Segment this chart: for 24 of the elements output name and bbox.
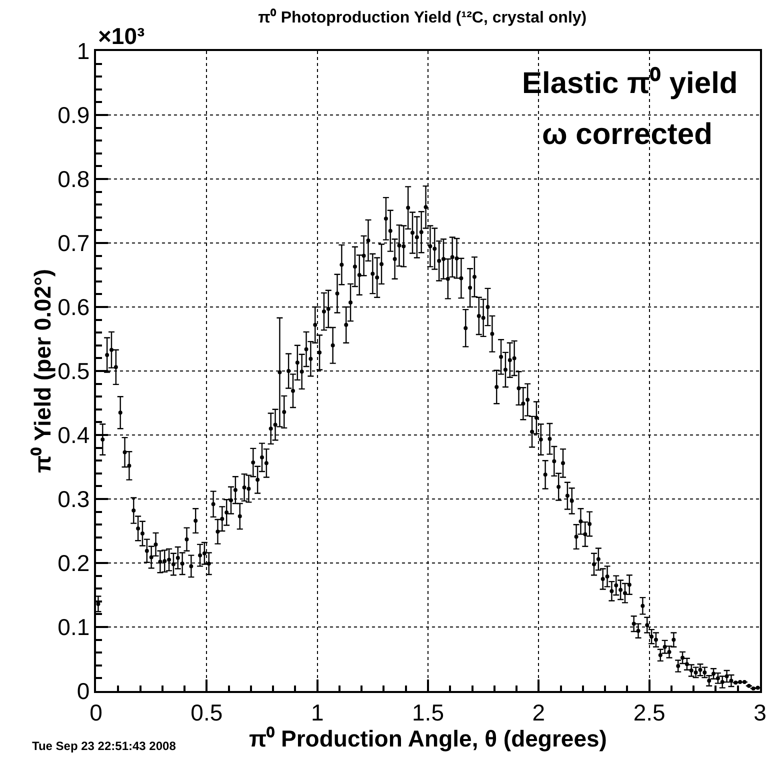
- y-tick-label: 0.2: [58, 550, 90, 576]
- y-tick-label: 0.8: [58, 166, 90, 192]
- x-tick-label: 0.5: [190, 699, 223, 726]
- y-tick-label: 0.3: [58, 486, 90, 512]
- y-tick-label: 0.6: [58, 294, 90, 320]
- y-tick-label: 0.4: [58, 422, 90, 448]
- x-tick-label: 2.5: [633, 699, 666, 726]
- y-tick-label: 0.5: [58, 358, 90, 384]
- y-axis-title: π⁰ Yield (per 0.02°): [30, 269, 56, 473]
- chart-title: π⁰ Photoproduction Yield (¹²C, crystal only): [258, 8, 587, 27]
- y-tick-label: 0.1: [58, 614, 90, 640]
- annotation: Elastic π⁰ yield: [522, 66, 738, 100]
- x-axis-title: π⁰ Production Angle, θ (degrees): [249, 725, 607, 752]
- x-tick-label: 2: [532, 699, 546, 726]
- y-tick-label: 1: [76, 38, 90, 64]
- x-tick-label: 3: [754, 699, 766, 726]
- text: ×10³: [98, 23, 146, 49]
- y-tick-label: 0.7: [58, 230, 90, 256]
- y-tick-label: 0.9: [58, 102, 90, 128]
- y-tick-label: 0: [76, 678, 90, 704]
- x-tick-label: 1: [310, 699, 324, 726]
- annotation: ω corrected: [542, 118, 712, 151]
- text: Tue Sep 23 22:51:43 2008: [32, 739, 176, 753]
- x-tick-label: 1.5: [412, 699, 444, 726]
